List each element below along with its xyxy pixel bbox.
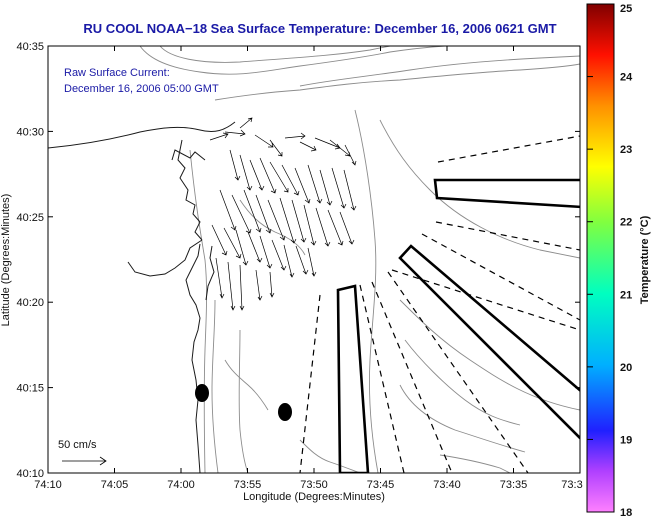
colorbar-tick-label: 20: [620, 362, 632, 374]
y-axis-label: Latitude (Degrees:Minutes): [0, 194, 12, 327]
x-tick-labels: 74:10 74:05 74:00 73:55 73:50 73:45 73:40 73:35…: [34, 479, 582, 491]
x-tick-label: 74:00: [167, 479, 195, 491]
colorbar-tick-label: 18: [620, 507, 632, 518]
current-timestamp: December 16, 2006 05:00 GMT: [64, 83, 219, 95]
colorbar-tick-label: 24: [620, 72, 633, 84]
sector-dashed-lines: [299, 135, 580, 473]
x-tick-label: 73:40: [433, 479, 461, 491]
x-tick-label: 73:3: [561, 479, 582, 491]
y-tick-label: 40:35: [16, 41, 44, 53]
colorbar-tick-label: 25: [620, 3, 632, 15]
map-panel: [48, 46, 580, 473]
y-tick-label: 40:25: [16, 212, 44, 224]
x-tick-label: 73:45: [367, 479, 395, 491]
x-axis-label: Longitude (Degrees:Minutes): [243, 491, 385, 503]
station-marker-west: [195, 384, 209, 402]
y-tick-label: 40:10: [16, 468, 44, 480]
axis-tick-marks: [47, 45, 581, 474]
y-tick-label: 40:30: [16, 126, 44, 138]
colorbar-tick-labels: 25 24 23 22 21 20 19 18: [587, 3, 633, 518]
colorbar-tick-label: 23: [620, 144, 632, 156]
y-tick-label: 40:15: [16, 383, 44, 395]
current-vectors: [209, 117, 357, 311]
colorbar: [586, 3, 615, 513]
x-tick-label: 74:05: [101, 479, 129, 491]
study-area-outlines: [336, 178, 580, 473]
x-tick-label: 73:55: [234, 479, 262, 491]
colorbar-tick-label: 21: [620, 289, 632, 301]
colorbar-label: Temperature (°C): [639, 215, 651, 304]
scale-label: 50 cm/s: [58, 439, 97, 451]
colorbar-tick-label: 19: [620, 434, 632, 446]
station-marker-east: [278, 403, 292, 421]
colorbar-tick-label: 22: [620, 217, 632, 229]
y-tick-labels: 40:35 40:30 40:25 40:20 40:15 40:10: [16, 41, 44, 480]
x-tick-label: 73:35: [500, 479, 528, 491]
scale-arrow: [62, 456, 107, 466]
current-label: Raw Surface Current:: [64, 67, 170, 79]
x-tick-label: 74:10: [34, 479, 62, 491]
y-tick-label: 40:20: [16, 297, 44, 309]
map-title: RU COOL NOAA−18 Sea Surface Temperature:…: [83, 21, 557, 36]
coastline: [48, 121, 236, 473]
x-tick-label: 73:50: [300, 479, 328, 491]
bathymetry-contours: [139, 46, 580, 473]
